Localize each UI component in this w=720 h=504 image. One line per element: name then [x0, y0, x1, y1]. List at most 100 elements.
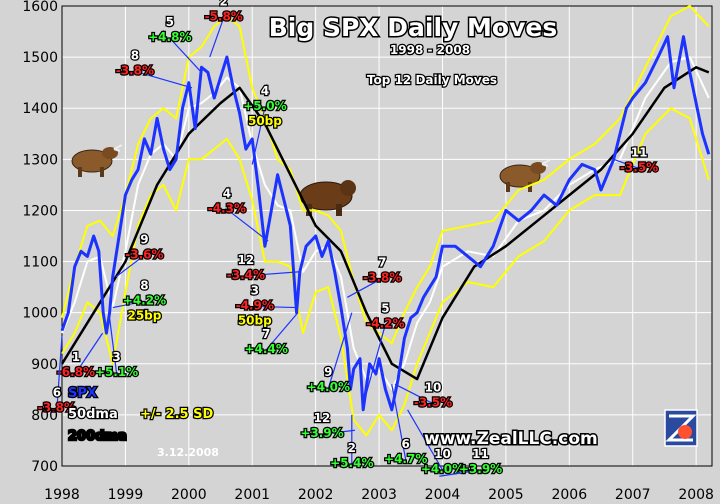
annotation-rank: 5 [166, 15, 174, 29]
annotation-rank: 4 [223, 186, 231, 200]
annotation-rank: 10 [434, 447, 451, 461]
annotation-rank: 11 [631, 145, 648, 159]
annotation-pct: +3.9% [300, 426, 343, 440]
x-tick-label: 2008 [678, 487, 714, 503]
annotation-pct: -3.5% [414, 396, 452, 410]
annotation-bp: 25bp [127, 308, 161, 322]
y-tick-label: 700 [31, 459, 58, 475]
annotation-rank: 6 [53, 386, 61, 400]
annotation-leader [134, 70, 193, 89]
annotation-leader [75, 332, 104, 374]
date-stamp: 3.12.2008 [157, 446, 219, 459]
y-tick-label: 1000 [22, 306, 58, 322]
annotation-leader [115, 254, 145, 278]
annotation-pct: -3.6% [125, 247, 163, 261]
annotation-rank: 4 [261, 84, 269, 98]
plot-frame [61, 5, 713, 467]
annotation-pct: +5.0% [243, 99, 286, 113]
series-line-200dma [60, 66, 710, 381]
annotation-pct: -3.4% [227, 268, 265, 282]
annotation-rank: 7 [378, 255, 386, 269]
y-tick-label: 1400 [22, 101, 58, 117]
x-tick-label: 2007 [615, 487, 651, 503]
series-line-50dma [61, 56, 710, 391]
chart-subtitle: 1998 - 2008 [390, 43, 470, 57]
annotation-rank: 3 [112, 350, 120, 364]
y-tick-label: 1100 [22, 255, 58, 271]
annotation-pct: +4.4% [245, 342, 288, 356]
annotation-pct: -3.8% [38, 401, 76, 415]
site-url: www.ZealLLC.com [424, 429, 598, 449]
chart-note: Top 12 Daily Moves [367, 73, 497, 87]
annotations: 1-6.8%2-5.8%2+5.4%3-4.9%50bp3+5.1%4-4.3%… [37, 0, 660, 477]
y-tick-label: 1200 [22, 203, 58, 219]
x-tick-label: 2001 [234, 487, 270, 503]
annotation-rank: 6 [402, 437, 410, 451]
annotation-leader [108, 317, 118, 373]
x-tick-label: 2005 [488, 487, 524, 503]
x-tick-label: 2006 [551, 487, 587, 503]
annotation-rank: 3 [251, 283, 259, 297]
series-line--2-5-sd [61, 5, 710, 345]
annotation-leader [362, 324, 386, 405]
annotation-bp: 50bp [248, 114, 282, 128]
annotation-leader [245, 271, 300, 277]
legend: SPX 50dma +/- 2.5 SD 200dma [67, 385, 215, 446]
annotation-leader [265, 312, 299, 351]
annotation-pct: -3.5% [620, 160, 658, 174]
annotation-pct: +4.0% [421, 462, 464, 476]
annotation-leader [56, 335, 63, 409]
annotation-leader [347, 277, 383, 298]
x-tick-label: 2002 [298, 487, 334, 503]
annotation-rank: 12 [238, 253, 255, 267]
annotation-leader [439, 469, 481, 477]
annotation-pct: -4.9% [236, 298, 274, 312]
annotation-leader [327, 312, 353, 389]
annotation-pct: +3.9% [459, 462, 502, 476]
annotation-leader [407, 409, 444, 471]
annotation-leader [391, 384, 407, 460]
x-tick-label: 1998 [44, 487, 80, 503]
annotation-pct: +4.2% [123, 293, 166, 307]
legend-spx: SPX [68, 386, 97, 401]
zeal-logo-icon [664, 409, 698, 447]
annotation-leader [613, 158, 640, 170]
x-tick-label: 2000 [171, 487, 207, 503]
annotation-rank: 10 [425, 381, 442, 395]
legend-50dma: 50dma [68, 407, 118, 422]
annotation-leader [254, 305, 297, 309]
annotation-rank: 8 [140, 278, 148, 292]
legend-200dma: 200dma [68, 429, 127, 444]
annotation-pct: +5.1% [95, 365, 138, 379]
annotation-rank: 9 [324, 365, 332, 379]
y-tick-label: 1600 [22, 0, 58, 15]
annotation-rank: 5 [381, 301, 389, 315]
annotation-pct: -3.8% [116, 63, 154, 77]
annotation-rank: 1 [72, 350, 80, 364]
series-lines [60, 5, 711, 437]
chart-title: Big SPX Daily Moves [269, 13, 557, 42]
series-line-spx [60, 35, 711, 412]
y-tick-label: 800 [31, 408, 58, 424]
annotation-pct: -4.2% [366, 316, 404, 330]
annotation-leader [226, 208, 269, 242]
annotation-rank: 7 [262, 327, 270, 341]
legend-sd: +/- 2.5 SD [140, 407, 213, 422]
annotation-rank: 11 [472, 447, 489, 461]
x-tick-label: 2004 [425, 487, 461, 503]
annotation-rank: 12 [314, 411, 331, 425]
annotation-leader [251, 106, 266, 165]
y-tick-label: 1300 [22, 152, 58, 168]
annotation-pct: +4.8% [148, 30, 191, 44]
tick-labels: 7008009001000110012001300140015001600199… [22, 0, 714, 503]
annotation-pct: +4.7% [384, 452, 427, 466]
bull-icon [499, 159, 551, 192]
annotation-pct: -6.8% [57, 365, 95, 379]
annotation-bp: 50bp [238, 313, 272, 327]
annotation-leader [394, 383, 434, 405]
annotation-rank: 9 [140, 232, 148, 246]
annotation-pct: -5.8% [205, 10, 243, 24]
x-tick-label: 2003 [361, 487, 397, 503]
